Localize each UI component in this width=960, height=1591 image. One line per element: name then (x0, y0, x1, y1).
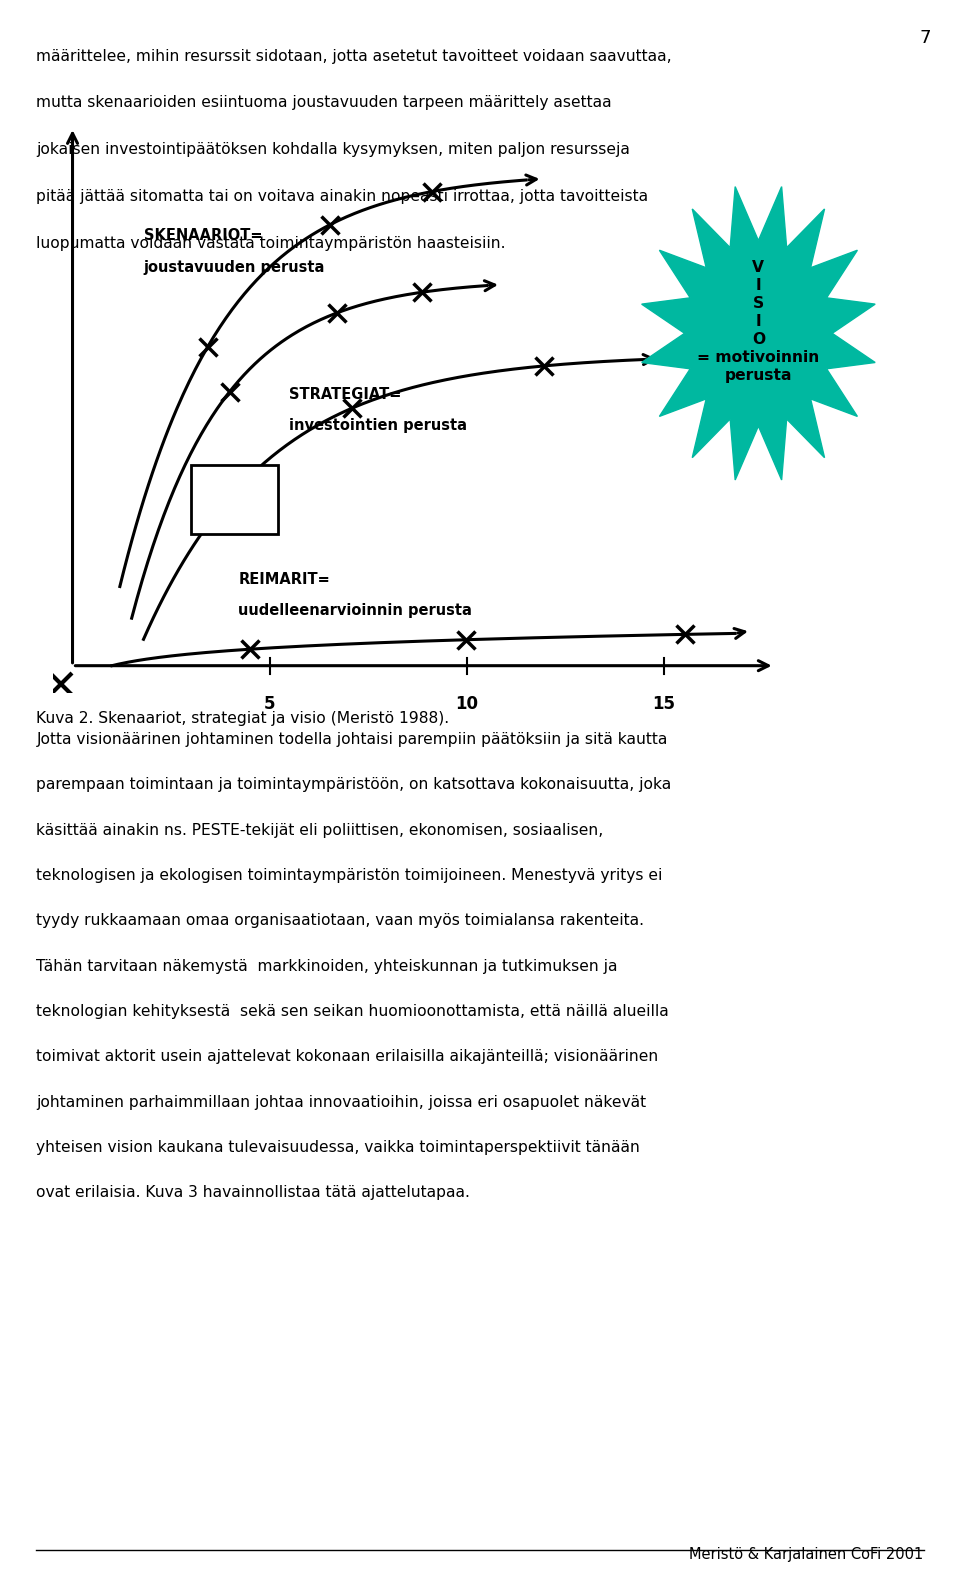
Text: STRATEGIAT=: STRATEGIAT= (289, 387, 402, 401)
Text: käsittää ainakin ns. PESTE-tekijät eli poliittisen, ekonomisen, sosiaalisen,: käsittää ainakin ns. PESTE-tekijät eli p… (36, 823, 604, 837)
Text: teknologian kehityksestä  sekä sen seikan huomioonottamista, että näillä alueill: teknologian kehityksestä sekä sen seikan… (36, 1004, 669, 1018)
Text: 15: 15 (653, 695, 676, 713)
Text: Tähän tarvitaan näkemystä  markkinoiden, yhteiskunnan ja tutkimuksen ja: Tähän tarvitaan näkemystä markkinoiden, … (36, 958, 618, 974)
Text: 10: 10 (455, 695, 478, 713)
Bar (191, 465, 277, 533)
Text: Kuva 2. Skenaariot, strategiat ja visio (Meristö 1988).: Kuva 2. Skenaariot, strategiat ja visio … (36, 711, 449, 725)
Text: investointien perusta: investointien perusta (289, 418, 468, 433)
Text: Jotta visionäärinen johtaminen todella johtaisi parempiin päätöksiin ja sitä kau: Jotta visionäärinen johtaminen todella j… (36, 732, 668, 746)
Text: uudelleenarvioinnin perusta: uudelleenarvioinnin perusta (238, 603, 472, 619)
Text: Meristö & Karjalainen CoFi 2001: Meristö & Karjalainen CoFi 2001 (689, 1548, 924, 1562)
Text: V
I
S
I
O
= motivoinnin
perusta: V I S I O = motivoinnin perusta (697, 259, 820, 383)
Text: REIMARIT=: REIMARIT= (238, 571, 330, 587)
Text: jokaisen investointipäätöksen kohdalla kysymyksen, miten paljon resursseja: jokaisen investointipäätöksen kohdalla k… (36, 142, 631, 158)
Text: johtaminen parhaimmillaan johtaa innovaatioihin, joissa eri osapuolet näkevät: johtaminen parhaimmillaan johtaa innovaa… (36, 1095, 647, 1109)
Text: tyydy rukkaamaan omaa organisaatiotaan, vaan myös toimialansa rakenteita.: tyydy rukkaamaan omaa organisaatiotaan, … (36, 913, 644, 928)
Text: mutta skenaarioiden esiintuoma joustavuuden tarpeen määrittely asettaa: mutta skenaarioiden esiintuoma joustavuu… (36, 95, 612, 110)
Text: 7: 7 (920, 29, 931, 46)
Text: toimivat aktorit usein ajattelevat kokonaan erilaisilla aikajänteillä; visionäär: toimivat aktorit usein ajattelevat kokon… (36, 1050, 659, 1064)
Text: 5: 5 (264, 695, 276, 713)
Text: joustavuuden perusta: joustavuuden perusta (143, 259, 324, 275)
Text: ovat erilaisia. Kuva 3 havainnollistaa tätä ajattelutapaa.: ovat erilaisia. Kuva 3 havainnollistaa t… (36, 1185, 470, 1200)
Text: parempaan toimintaan ja toimintaympäristöön, on katsottava kokonaisuutta, joka: parempaan toimintaan ja toimintaympärist… (36, 776, 672, 792)
Polygon shape (641, 186, 876, 480)
Text: luopumatta voidaan vastata toimintaympäristön haasteisiin.: luopumatta voidaan vastata toimintaympär… (36, 235, 506, 251)
Text: yhteisen vision kaukana tulevaisuudessa, vaikka toimintaperspektiivit tänään: yhteisen vision kaukana tulevaisuudessa,… (36, 1141, 640, 1155)
Text: pitää jättää sitomatta tai on voitava ainakin nopeasti irrottaa, jotta tavoittei: pitää jättää sitomatta tai on voitava ai… (36, 189, 649, 204)
Text: teknologisen ja ekologisen toimintaympäristön toimijoineen. Menestyvä yritys ei: teknologisen ja ekologisen toimintaympär… (36, 869, 662, 883)
Text: SKENAARIOT=: SKENAARIOT= (143, 229, 262, 243)
Text: määrittelee, mihin resurssit sidotaan, jotta asetetut tavoitteet voidaan saavutt: määrittelee, mihin resurssit sidotaan, j… (36, 48, 672, 64)
